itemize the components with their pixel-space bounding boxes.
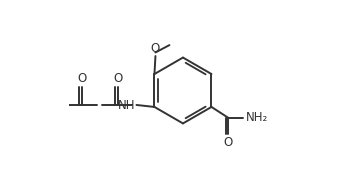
Text: O: O [151,42,160,55]
Text: O: O [113,72,122,85]
Text: NH₂: NH₂ [245,111,268,124]
Text: NH: NH [118,100,136,113]
Text: O: O [77,72,86,85]
Text: O: O [224,136,233,149]
